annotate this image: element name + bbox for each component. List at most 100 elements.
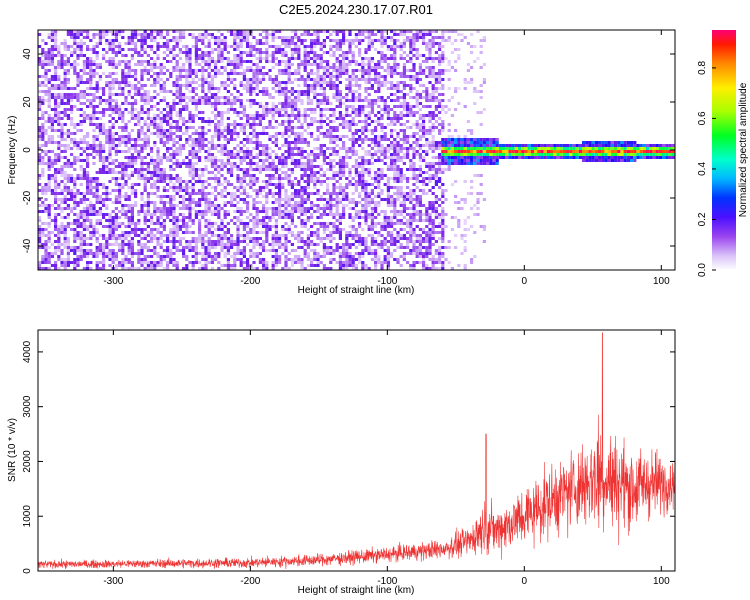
spectrogram-cell (82, 255, 86, 258)
spectrogram-cell (79, 114, 83, 117)
spectrogram-cell (335, 42, 339, 45)
spectrogram-cell (44, 111, 48, 114)
spectrogram-cell (294, 147, 298, 150)
spectrogram-cell (111, 159, 115, 162)
spectrogram-cell (226, 261, 230, 264)
spectrogram-cell (143, 183, 147, 186)
spectrogram-cell (316, 258, 320, 261)
spectrogram-cell (284, 174, 288, 177)
spectrogram-cell (242, 132, 246, 135)
spectrogram-cell (108, 249, 112, 252)
spectrogram-cell (47, 180, 51, 183)
spectrogram-cell (303, 243, 307, 246)
spectrogram-cell (348, 42, 352, 45)
spectrogram-cell (188, 57, 192, 60)
spectrogram-cell (214, 234, 218, 237)
spectrogram-cell (156, 264, 160, 267)
spectrogram-cell (140, 249, 144, 252)
spectrogram-cell (310, 234, 314, 237)
spectrogram-cell (271, 213, 275, 216)
spectrogram-cell (102, 165, 106, 168)
spectrogram-cell (345, 243, 349, 246)
spectrogram-cell (226, 267, 230, 270)
spectrogram-cell (63, 93, 67, 96)
spectrogram-cell (137, 90, 141, 93)
spectrogram-cell (166, 183, 170, 186)
spectrogram-cell (329, 168, 333, 171)
spectrogram-cell (313, 39, 317, 42)
spectrogram-cell (255, 240, 259, 243)
spectrogram-cell (124, 195, 128, 198)
spectrogram-cell (281, 165, 285, 168)
spectrogram-cell (252, 78, 256, 81)
spectrogram-cell (342, 204, 346, 207)
spectrogram-cell (172, 102, 176, 105)
spectrogram-cell (303, 81, 307, 84)
spectrogram-cell (358, 63, 362, 66)
spectrogram-cell (201, 33, 205, 36)
spectrogram-cell (198, 147, 202, 150)
spectrogram-cell (111, 171, 115, 174)
spectrogram-cell (41, 246, 45, 249)
spectrogram-cell (50, 36, 54, 39)
spectrogram-cell (137, 222, 141, 225)
spectrogram-cell (188, 111, 192, 114)
spectrogram-cell (70, 87, 74, 90)
spectrogram-cell (361, 267, 365, 270)
spectrogram-cell (140, 147, 144, 150)
spectrogram-cell (111, 249, 115, 252)
spectrogram-cell (124, 138, 128, 141)
spectrogram-cell (54, 195, 58, 198)
spectrogram-cell (127, 261, 131, 264)
spectrogram-cell (108, 234, 112, 237)
spectrogram-cell (313, 63, 317, 66)
spectrogram-cell (322, 87, 326, 90)
spectrogram-cell (169, 213, 173, 216)
spectrogram-cell (348, 252, 352, 255)
spectrogram-cell (268, 138, 272, 141)
spectrogram-cell (108, 219, 112, 222)
spectrogram-cell (124, 210, 128, 213)
spectrogram-cell (364, 267, 368, 270)
spectrogram-cell (319, 237, 323, 240)
spectrogram-cell (233, 153, 237, 156)
spectrogram-cell (175, 261, 179, 264)
spectrogram-cell (182, 147, 186, 150)
spectrogram-cell (185, 126, 189, 129)
spectrogram-cell (319, 114, 323, 117)
spectrogram-cell (287, 66, 291, 69)
spectrogram-cell (220, 102, 224, 105)
spectrogram-cell (172, 144, 176, 147)
spectrogram-cell (233, 111, 237, 114)
spectrogram-cell (95, 42, 99, 45)
spectrogram-cell (105, 252, 109, 255)
spectrogram-cell (194, 63, 198, 66)
spectrogram-cell (159, 255, 163, 258)
spectrogram-cell (310, 204, 314, 207)
spectrogram-cell (255, 66, 259, 69)
spectrogram-cell (98, 168, 102, 171)
spectrogram-cell (194, 255, 198, 258)
spectrogram-cell (143, 93, 147, 96)
spectrogram-cell (326, 192, 330, 195)
spectrogram-cell (310, 69, 314, 72)
spectrogram-cell (60, 66, 64, 69)
spectrogram-cell (143, 111, 147, 114)
spectrogram-cell (255, 141, 259, 144)
spectrogram-cell (358, 120, 362, 123)
spectrogram-cell (239, 252, 243, 255)
spectrogram-cell (92, 105, 96, 108)
spectrogram-cell (284, 39, 288, 42)
spectrogram-cell (66, 249, 70, 252)
spectrogram-cell (111, 162, 115, 165)
spectrogram-cell (319, 132, 323, 135)
spectrogram-cell (57, 105, 61, 108)
spectrogram-cell (332, 249, 336, 252)
spectrogram-cell (44, 150, 48, 153)
spectrogram-cell (162, 201, 166, 204)
spectrogram-cell (214, 186, 218, 189)
spectrogram-cell (47, 234, 51, 237)
spectrogram-cell (230, 129, 234, 132)
spectrogram-cell (210, 60, 214, 63)
spectrogram-cell (172, 105, 176, 108)
